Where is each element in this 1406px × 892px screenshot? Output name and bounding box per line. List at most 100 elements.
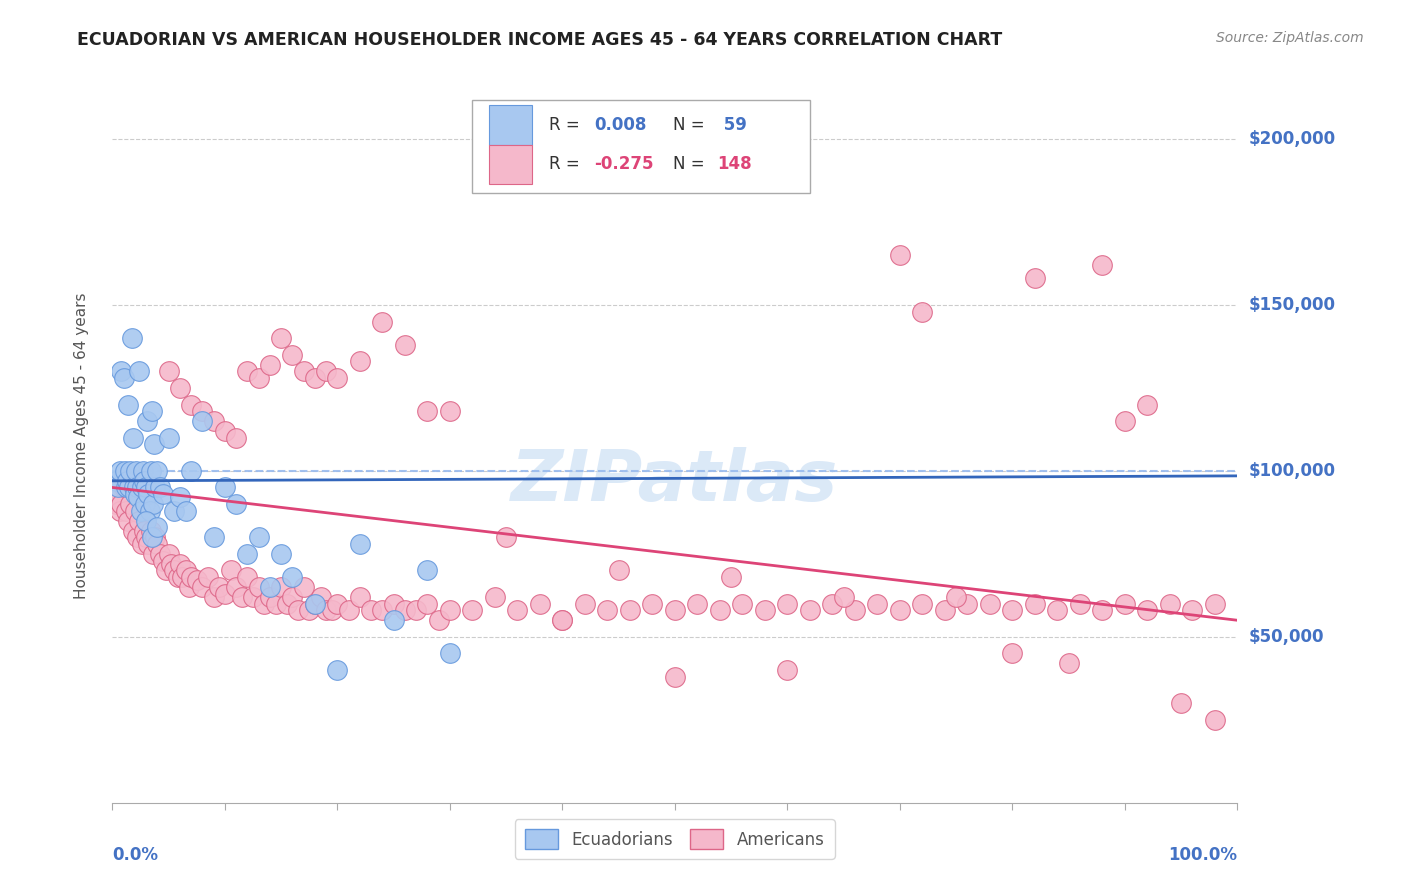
Point bbox=[115, 474, 138, 488]
Text: $200,000: $200,000 bbox=[1249, 130, 1336, 148]
Point bbox=[149, 547, 172, 561]
Point bbox=[1181, 603, 1204, 617]
Point bbox=[135, 514, 157, 528]
Point bbox=[121, 331, 143, 345]
Point bbox=[1046, 603, 1069, 617]
Point bbox=[191, 580, 214, 594]
Point bbox=[236, 364, 259, 378]
Point bbox=[259, 358, 281, 372]
Point bbox=[208, 580, 231, 594]
Point bbox=[186, 574, 208, 588]
Point bbox=[292, 364, 315, 378]
Point bbox=[287, 603, 309, 617]
Point bbox=[1159, 597, 1181, 611]
Point bbox=[754, 603, 776, 617]
Point bbox=[371, 603, 394, 617]
Text: N =: N = bbox=[672, 155, 710, 173]
Point bbox=[259, 590, 281, 604]
Point bbox=[1114, 597, 1136, 611]
Point bbox=[142, 497, 165, 511]
Point bbox=[143, 437, 166, 451]
Point bbox=[461, 603, 484, 617]
Point bbox=[270, 331, 292, 345]
Point bbox=[596, 603, 619, 617]
Point bbox=[138, 504, 160, 518]
Point bbox=[117, 514, 139, 528]
Point bbox=[146, 520, 169, 534]
Point bbox=[821, 597, 844, 611]
Point bbox=[172, 570, 194, 584]
Point bbox=[131, 481, 153, 495]
Point bbox=[664, 603, 686, 617]
Point bbox=[720, 570, 742, 584]
Point bbox=[127, 481, 149, 495]
Point bbox=[132, 474, 155, 488]
Point bbox=[236, 547, 259, 561]
Point bbox=[1024, 271, 1046, 285]
Point bbox=[439, 404, 461, 418]
Point bbox=[416, 564, 439, 578]
Point bbox=[141, 530, 163, 544]
Point bbox=[270, 547, 292, 561]
Point bbox=[1001, 603, 1024, 617]
Point bbox=[889, 248, 911, 262]
Point bbox=[139, 464, 162, 478]
Point bbox=[326, 597, 349, 611]
Point bbox=[107, 491, 129, 505]
Point bbox=[799, 603, 821, 617]
Text: R =: R = bbox=[548, 155, 585, 173]
Y-axis label: Householder Income Ages 45 - 64 years: Householder Income Ages 45 - 64 years bbox=[75, 293, 89, 599]
Point bbox=[132, 524, 155, 538]
Point bbox=[371, 314, 394, 328]
Point bbox=[292, 580, 315, 594]
Point bbox=[124, 487, 146, 501]
Point bbox=[136, 414, 159, 428]
Point bbox=[146, 464, 169, 478]
Point bbox=[166, 570, 188, 584]
Text: $100,000: $100,000 bbox=[1249, 462, 1336, 480]
Text: 0.008: 0.008 bbox=[593, 116, 647, 134]
Point bbox=[832, 590, 855, 604]
Point bbox=[180, 397, 202, 411]
Point bbox=[115, 504, 138, 518]
Point bbox=[1136, 397, 1159, 411]
Point bbox=[124, 504, 146, 518]
Point bbox=[225, 497, 247, 511]
Point bbox=[107, 481, 129, 495]
Point bbox=[160, 557, 183, 571]
Point bbox=[1204, 713, 1226, 727]
Point bbox=[405, 603, 427, 617]
Point bbox=[709, 603, 731, 617]
Point bbox=[1170, 696, 1192, 710]
Point bbox=[889, 603, 911, 617]
Point bbox=[1136, 603, 1159, 617]
Point bbox=[979, 597, 1001, 611]
Point bbox=[125, 464, 148, 478]
Point bbox=[180, 570, 202, 584]
Point bbox=[945, 590, 967, 604]
Point bbox=[866, 597, 889, 611]
Point bbox=[157, 547, 180, 561]
Point bbox=[416, 404, 439, 418]
Point bbox=[141, 404, 163, 418]
Point bbox=[326, 371, 349, 385]
Text: Source: ZipAtlas.com: Source: ZipAtlas.com bbox=[1216, 31, 1364, 45]
Point bbox=[127, 530, 149, 544]
Point bbox=[247, 530, 270, 544]
Point bbox=[304, 597, 326, 611]
Point bbox=[281, 348, 304, 362]
Point bbox=[231, 590, 253, 604]
Text: $50,000: $50,000 bbox=[1249, 628, 1324, 646]
Point bbox=[169, 381, 191, 395]
Point bbox=[157, 431, 180, 445]
Point bbox=[155, 564, 177, 578]
Point bbox=[619, 603, 641, 617]
Point bbox=[157, 364, 180, 378]
Point bbox=[163, 564, 186, 578]
Point bbox=[281, 590, 304, 604]
Point bbox=[686, 597, 709, 611]
Point bbox=[177, 580, 200, 594]
Point bbox=[298, 603, 321, 617]
Point bbox=[202, 414, 225, 428]
Text: ECUADORIAN VS AMERICAN HOUSEHOLDER INCOME AGES 45 - 64 YEARS CORRELATION CHART: ECUADORIAN VS AMERICAN HOUSEHOLDER INCOM… bbox=[77, 31, 1002, 49]
